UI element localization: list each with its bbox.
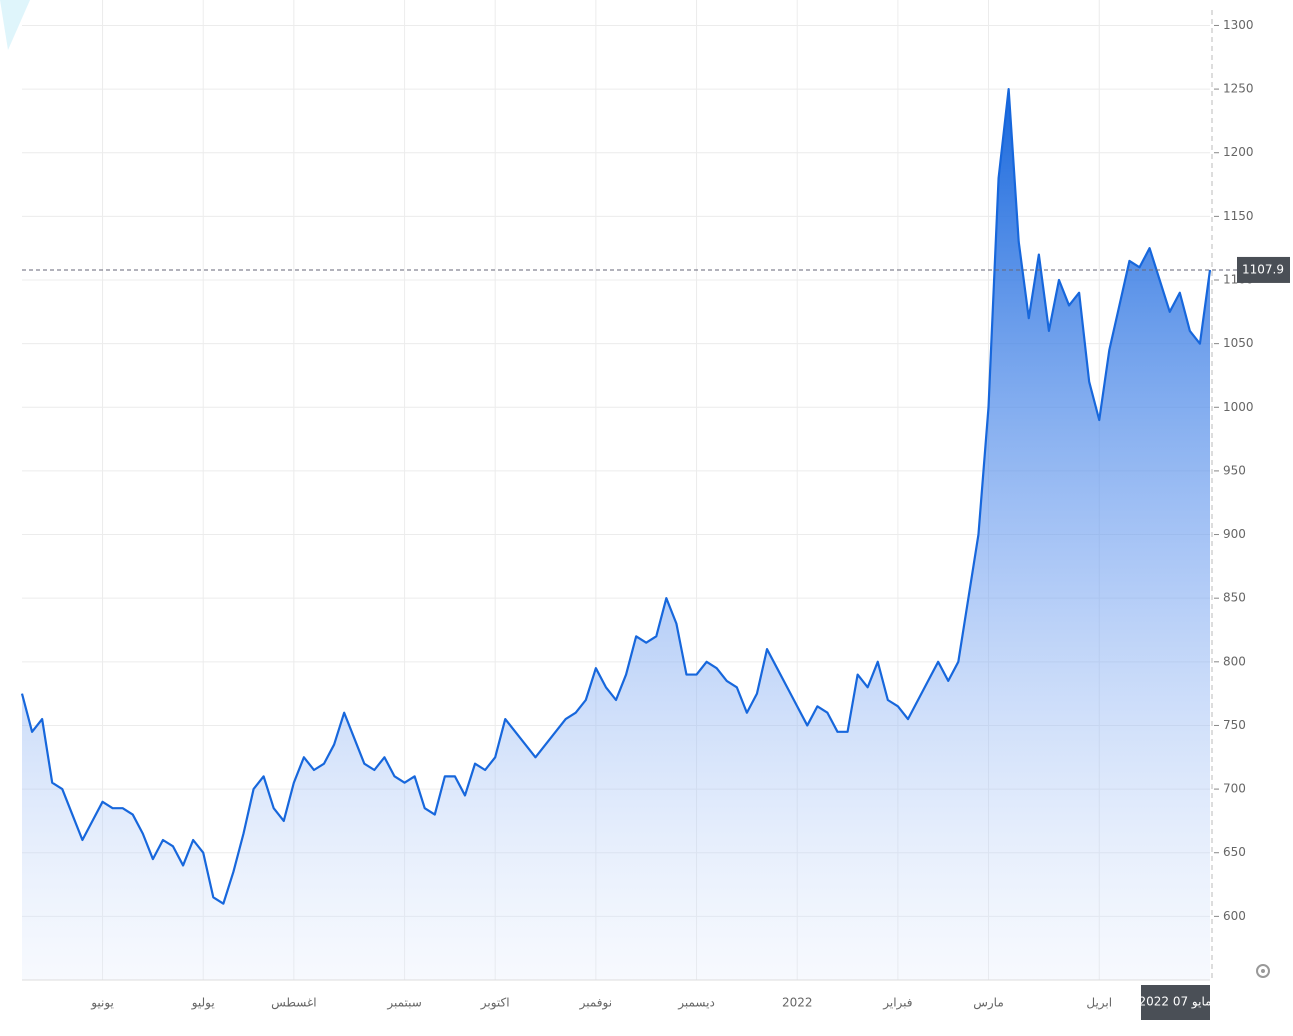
settings-icon[interactable] bbox=[1256, 964, 1270, 978]
y-tick-label: 900 bbox=[1223, 527, 1246, 541]
price-tag bbox=[1237, 256, 1290, 283]
x-tick-label: اغسطس bbox=[271, 996, 316, 1011]
x-tick-label: فبراير bbox=[882, 996, 912, 1011]
area-fill bbox=[22, 89, 1210, 981]
x-tick-label: يونيو bbox=[90, 996, 114, 1011]
x-tick-label: 2022 bbox=[782, 996, 813, 1010]
y-tick-label: 700 bbox=[1223, 782, 1246, 796]
y-tick-label: 950 bbox=[1223, 463, 1246, 477]
settings-icon-dot bbox=[1261, 969, 1265, 973]
x-tick-label: ابريل bbox=[1086, 996, 1112, 1011]
y-tick-label: 600 bbox=[1223, 909, 1246, 923]
y-tick-label: 1250 bbox=[1223, 82, 1254, 96]
x-tick-label: نوفمبر bbox=[579, 996, 612, 1011]
y-tick-label: 650 bbox=[1223, 845, 1246, 859]
x-tick-label: سبتمبر bbox=[386, 996, 421, 1011]
y-tick-label: 800 bbox=[1223, 654, 1246, 668]
price-line bbox=[20, 87, 1212, 905]
corner-decor bbox=[0, 0, 30, 50]
y-tick-label: 1150 bbox=[1223, 209, 1254, 223]
axes: 6006507007508008509009501000105011001150… bbox=[22, 10, 1290, 1020]
x-tick-label: يوليو bbox=[191, 996, 215, 1011]
x-tick-label: مايو 07 2022 bbox=[1138, 995, 1211, 1010]
y-tick-label: 1000 bbox=[1223, 400, 1254, 414]
price-tag-label: 1107.9 bbox=[1242, 262, 1284, 276]
plot bbox=[20, 87, 1237, 981]
x-tick-label: مارس bbox=[973, 996, 1004, 1011]
y-tick-label: 1200 bbox=[1223, 145, 1254, 159]
x-tick-label: اكتوبر bbox=[480, 996, 510, 1011]
y-tick-label: 750 bbox=[1223, 718, 1246, 732]
date-tag bbox=[1141, 985, 1210, 1020]
y-tick-label: 1300 bbox=[1223, 18, 1254, 32]
x-tick-label: ديسمبر bbox=[677, 996, 715, 1011]
y-tick-label: 1050 bbox=[1223, 336, 1254, 350]
y-tick-label: 850 bbox=[1223, 591, 1246, 605]
